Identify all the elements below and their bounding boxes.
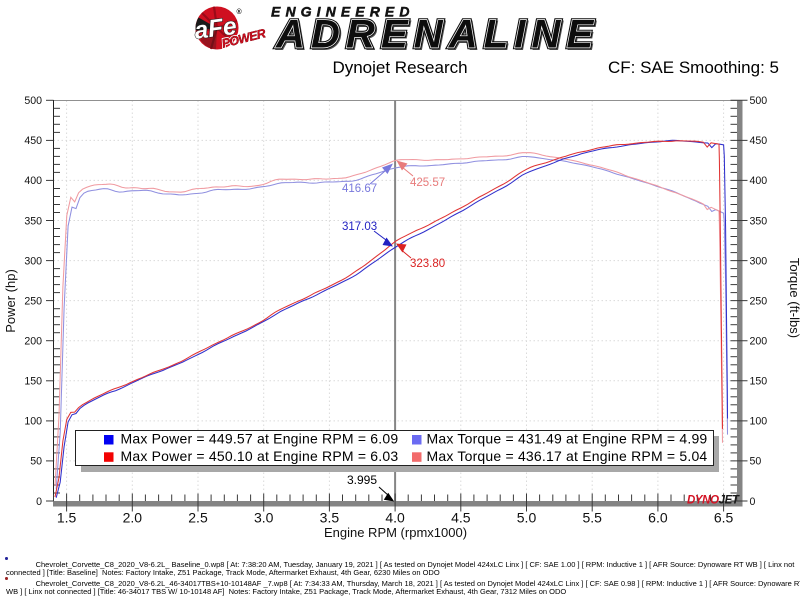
svg-text:Max Power = 450.10 at Engine R: Max Power = 450.10 at Engine RPM = 6.03: [121, 448, 399, 464]
svg-text:300: 300: [24, 255, 42, 267]
svg-text:Torque (ft-lbs): Torque (ft-lbs): [787, 258, 800, 338]
svg-text:DYNOJET: DYNOJET: [687, 495, 740, 507]
svg-text:5.5: 5.5: [582, 509, 602, 525]
svg-text:ADRENALINE: ADRENALINE: [275, 13, 599, 57]
svg-text:100: 100: [24, 416, 42, 428]
svg-text:50: 50: [750, 456, 762, 468]
svg-text:350: 350: [750, 215, 768, 227]
svg-text:6.5: 6.5: [714, 509, 734, 525]
svg-text:Max Torque = 436.17 at Engine: Max Torque = 436.17 at Engine RPM = 5.04: [427, 448, 708, 464]
svg-text:416.67: 416.67: [342, 183, 377, 195]
svg-text:400: 400: [24, 175, 42, 187]
svg-text:Max Torque = 431.49 at Engine: Max Torque = 431.49 at Engine RPM = 4.99: [427, 431, 708, 447]
svg-text:ADRENALINE: ADRENALINE: [277, 14, 601, 58]
svg-text:0: 0: [750, 496, 756, 508]
svg-text:500: 500: [24, 95, 42, 107]
svg-text:3.995: 3.995: [347, 473, 377, 487]
svg-text:425.57: 425.57: [410, 177, 445, 189]
svg-text:Power (hp): Power (hp): [3, 269, 18, 333]
svg-text:3.0: 3.0: [254, 509, 274, 525]
svg-text:500: 500: [750, 95, 768, 107]
svg-text:4.0: 4.0: [385, 509, 405, 525]
svg-text:6.0: 6.0: [648, 509, 668, 525]
svg-text:300: 300: [750, 255, 768, 267]
svg-text:350: 350: [24, 215, 42, 227]
svg-text:2.5: 2.5: [188, 509, 208, 525]
svg-text:ADRENALINE: ADRENALINE: [275, 13, 599, 57]
svg-text:0: 0: [36, 496, 42, 508]
svg-text:150: 150: [750, 376, 768, 388]
svg-text:3.5: 3.5: [320, 509, 340, 525]
svg-text:5.0: 5.0: [517, 509, 537, 525]
svg-text:1.5: 1.5: [57, 509, 77, 525]
svg-text:®: ®: [237, 8, 243, 16]
svg-text:50: 50: [30, 456, 42, 468]
svg-text:250: 250: [24, 295, 42, 307]
svg-text:ENGINEERED: ENGINEERED: [271, 4, 415, 20]
svg-text:450: 450: [750, 135, 768, 147]
svg-text:Max Power = 449.57 at Engine R: Max Power = 449.57 at Engine RPM = 6.09: [121, 431, 399, 447]
svg-text:250: 250: [750, 295, 768, 307]
svg-text:200: 200: [750, 336, 768, 348]
svg-text:323.80: 323.80: [410, 258, 445, 270]
svg-text:100: 100: [750, 416, 768, 428]
svg-text:4.5: 4.5: [451, 509, 471, 525]
svg-text:150: 150: [24, 376, 42, 388]
svg-text:400: 400: [750, 175, 768, 187]
svg-text:aFe: aFe: [193, 13, 238, 45]
svg-text:Engine RPM (rpmx1000): Engine RPM (rpmx1000): [324, 525, 467, 540]
svg-text:200: 200: [24, 336, 42, 348]
svg-text:317.03: 317.03: [342, 221, 377, 233]
svg-text:2.0: 2.0: [123, 509, 143, 525]
svg-text:450: 450: [24, 135, 42, 147]
